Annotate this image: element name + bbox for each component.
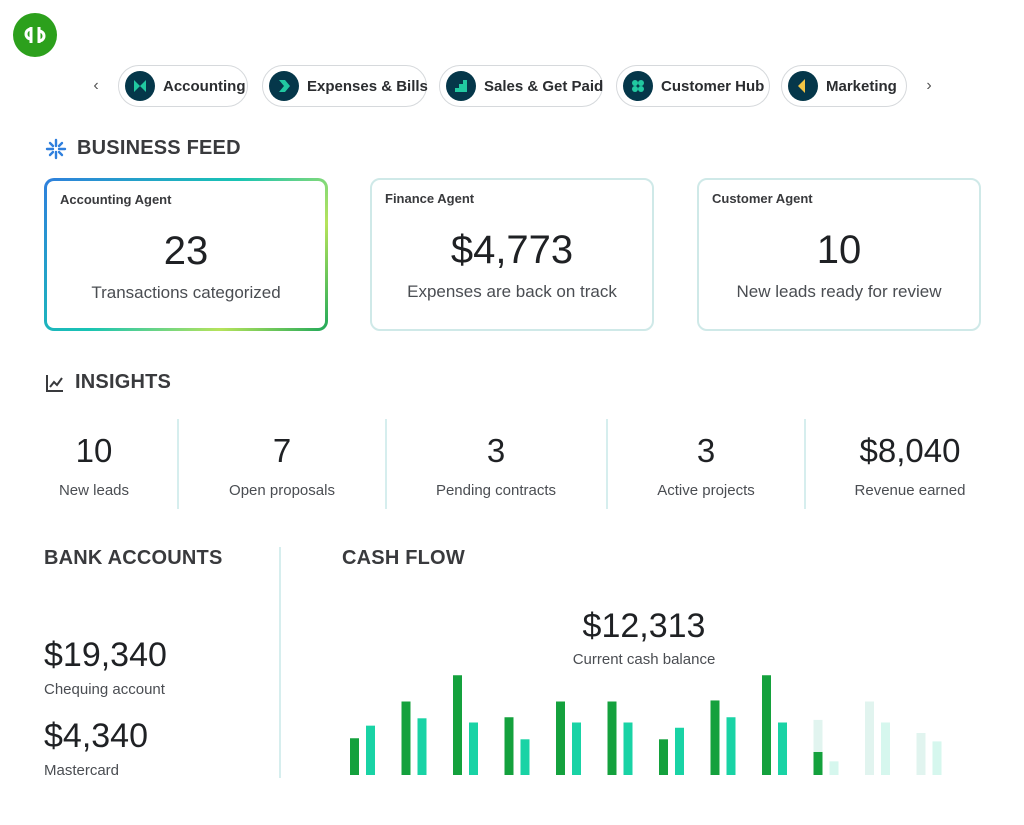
product-nav: ‹ Accounting Expenses & Bills Sales & Ge… [0,64,1024,108]
agent-description: New leads ready for review [736,282,942,301]
insight-label: New leads [58,482,130,499]
insight-value: 3 [486,432,506,469]
marketing-icon [788,71,818,101]
accounting-icon [125,71,155,101]
cash-flow-bar-2-4[interactable] [520,739,530,775]
cash-balance-value[interactable]: $12,313 [582,607,706,645]
cash-flow-bar-1-7[interactable] [659,739,668,775]
insight-label: Revenue earned [854,482,966,499]
insight-value: 3 [696,432,716,469]
chevron-right-icon[interactable]: › [926,77,932,94]
divider [804,419,806,509]
cash-flow-bar-2-10[interactable] [829,761,839,775]
chip-accounting[interactable]: Accounting [118,65,248,107]
finance-agent-card[interactable]: Finance Agent $4,773 Expenses are back o… [370,178,654,331]
cash-flow-bar-1-11[interactable] [865,701,874,776]
business-feed-title: BUSINESS FEED [45,137,241,160]
cash-flow-bar-1-1[interactable] [350,738,359,775]
insight-new-leads[interactable]: 10 New leads [24,420,164,510]
chip-sales-get-paid[interactable]: Sales & Get Paid [439,65,603,107]
cash-balance-label: Current cash balance [572,651,716,668]
cash-flow-bar-2-7[interactable] [675,727,684,775]
cash-flow-bar-1-8[interactable] [710,700,720,775]
cash-flow-bar-2-8[interactable] [726,717,736,775]
agent-value: 10 [816,228,862,272]
cash-flow-bar-2-1[interactable] [366,725,375,775]
insight-label: Open proposals [229,482,335,499]
insight-value: 7 [272,432,292,469]
line-chart-icon [45,373,65,393]
agent-description: Transactions categorized [91,283,281,302]
bank-accounts-title: BANK ACCOUNTS [44,547,223,570]
cash-flow-bar-2-11[interactable] [881,722,890,776]
chequing-balance[interactable]: $19,340 [44,636,167,674]
cash-flow-bar-2-6[interactable] [623,722,633,776]
chip-marketing[interactable]: Marketing [781,65,907,107]
customer-agent-card[interactable]: Customer Agent 10 New leads ready for re… [697,178,981,331]
cash-flow-bar-2-5[interactable] [572,722,581,776]
qb-logo-icon [24,27,46,43]
cash-flow-bar-1-4[interactable] [504,717,514,775]
insights-title: INSIGHTS [45,371,171,394]
insight-label: Pending contracts [435,482,557,499]
agent-description: Expenses are back on track [407,282,617,301]
mastercard-balance[interactable]: $4,340 [44,717,148,755]
agent-label: Accounting Agent [60,192,172,207]
cash-flow-bar-2-3[interactable] [469,722,478,776]
sales-icon [446,71,476,101]
cash-flow-bar-1-3[interactable] [453,675,462,775]
cash-flow-bar-1-5[interactable] [556,701,565,776]
cash-flow-bar-2-9[interactable] [778,722,787,776]
mastercard-label: Mastercard [44,762,120,779]
chevron-left-icon[interactable]: ‹ [93,77,99,94]
cash-flow-bar-2-12[interactable] [932,741,942,775]
chip-label: Sales & Get Paid [484,77,604,95]
insight-label: Active projects [657,482,755,499]
cash-flow-bar-1-12[interactable] [916,733,926,775]
section-title-text: BUSINESS FEED [77,137,241,159]
divider [385,419,387,509]
section-title-text: BANK ACCOUNTS [44,547,223,569]
sparkle-icon [45,138,67,160]
chip-label: Customer Hub [661,77,765,95]
agent-label: Finance Agent [385,191,475,206]
chip-label: Expenses & Bills [307,77,428,95]
expenses-icon [269,71,299,101]
cash-flow-title: CASH FLOW [342,547,465,570]
insight-pending-contracts[interactable]: 3 Pending contracts [398,420,594,510]
insight-active-projects[interactable]: 3 Active projects [618,420,794,510]
cash-flow-bar-1-6[interactable] [607,701,617,776]
accounting-agent-card[interactable]: Accounting Agent 23 Transactions categor… [44,178,328,331]
insight-value: $8,040 [859,432,961,469]
agent-value: $4,773 [450,228,574,272]
cash-flow-bar-1-2[interactable] [401,701,411,776]
cash-flow-bar-1-10[interactable] [813,751,823,775]
divider [606,419,608,509]
insight-open-proposals[interactable]: 7 Open proposals [190,420,374,510]
cash-flow-bar-2-2[interactable] [417,718,427,775]
cash-flow-projection-ghost [813,719,823,752]
cash-flow-bar-1-9[interactable] [762,675,771,775]
section-title-text: CASH FLOW [342,547,465,569]
insight-revenue-earned[interactable]: $8,040 Revenue earned [816,420,1004,510]
agent-value: 23 [163,229,209,273]
divider [279,547,281,778]
chip-expenses-bills[interactable]: Expenses & Bills [262,65,428,107]
cash-flow-chart[interactable] [340,670,950,780]
agent-label: Customer Agent [712,191,813,206]
divider [177,419,179,509]
quickbooks-logo[interactable] [13,13,57,57]
insight-value: 10 [75,432,113,469]
chip-label: Accounting [163,77,246,95]
section-title-text: INSIGHTS [75,371,172,393]
chip-label: Marketing [826,77,897,95]
customer-hub-icon [623,71,653,101]
chip-customer-hub[interactable]: Customer Hub [616,65,770,107]
chequing-label: Chequing account [44,681,165,698]
